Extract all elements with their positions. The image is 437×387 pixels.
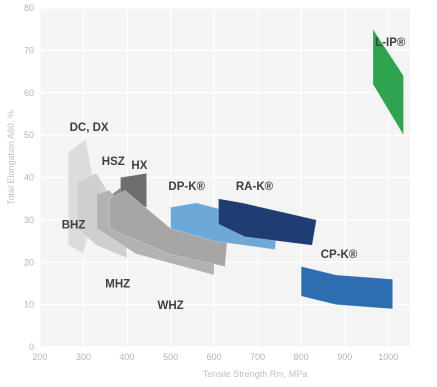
label-dp-k: DP-K®	[168, 181, 205, 193]
y-axis-title: Total Elongation A80, %	[6, 110, 16, 205]
tick-labels: 200 300 400 500 600 700 800 900 1000 0 10 20 30 40 50 6…	[24, 3, 398, 362]
x-tick-label: 500	[163, 352, 178, 362]
x-tick-label: 800	[294, 352, 309, 362]
y-tick-label: 20	[24, 257, 34, 267]
y-tick-label: 70	[24, 45, 34, 55]
label-cp-k: CP-K®	[321, 249, 358, 261]
label-dc-dx: DC, DX	[70, 122, 109, 134]
y-tick-label: 10	[24, 300, 34, 310]
x-tick-label: 1000	[378, 352, 398, 362]
region-ra-k	[218, 198, 317, 246]
label-l-ip: L-IP®	[375, 37, 406, 49]
region-whz	[109, 189, 228, 267]
y-tick-label: 40	[24, 173, 34, 183]
y-tick-label: 50	[24, 130, 34, 140]
region-cp-k	[300, 266, 393, 310]
label-whz: WHZ	[158, 300, 184, 312]
y-tick-label: 0	[29, 342, 34, 352]
region-labels: DC, DX BHZ HSZ HX DP-K® RA-K® MHZ WHZ CP-K® L-IP®	[62, 37, 406, 312]
label-ra-k: RA-K®	[236, 181, 274, 193]
y-tick-label: 80	[24, 3, 34, 13]
x-tick-label: 300	[76, 352, 91, 362]
x-tick-label: 400	[120, 352, 135, 362]
region-l-ip	[372, 28, 404, 137]
x-tick-label: 200	[32, 352, 47, 362]
y-tick-label: 30	[24, 215, 34, 225]
regions	[68, 28, 404, 310]
x-axis-title: Tensile Strength Rm, MPa	[203, 369, 308, 379]
x-tick-label: 700	[250, 352, 265, 362]
label-hx: HX	[131, 160, 147, 172]
label-mhz: MHZ	[105, 279, 130, 291]
x-tick-label: 900	[337, 352, 352, 362]
label-hsz: HSZ	[102, 156, 125, 168]
y-tick-label: 60	[24, 88, 34, 98]
label-bhz: BHZ	[62, 219, 86, 231]
x-tick-label: 600	[207, 352, 222, 362]
